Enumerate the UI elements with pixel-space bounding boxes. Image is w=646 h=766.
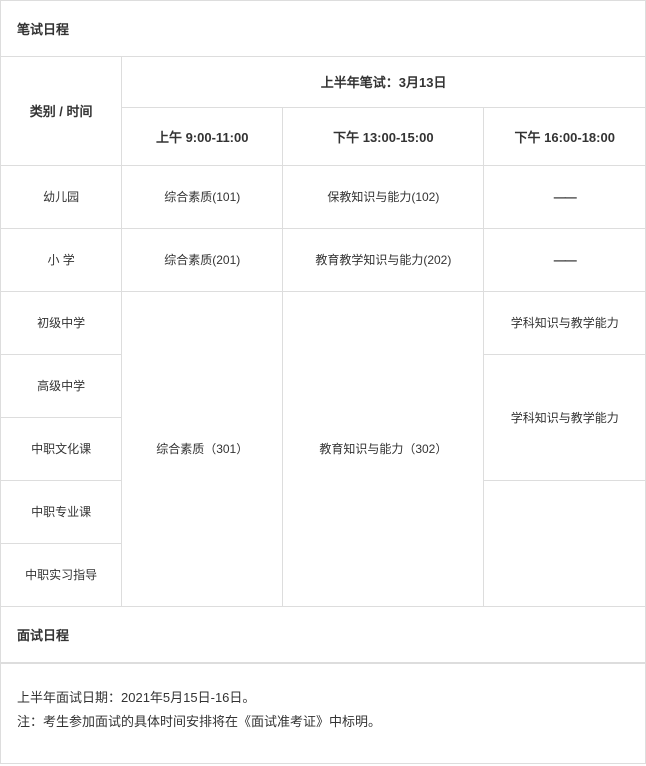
schedule-container: 笔试日程 类别 / 时间 上半年笔试：3月13日 上午 9:00-11:00 下… [0, 0, 646, 764]
label-voc-pro: 中职专业课 [1, 480, 122, 543]
row-primary: 小 学 综合素质(201) 教育教学知识与能力(202) —— [1, 228, 645, 291]
row-junior: 初级中学 综合素质（301） 教育知识与能力（302） 学科知识与教学能力 [1, 291, 645, 354]
interview-info: 上半年面试日期：2021年5月15日-16日。 注：考生参加面试的具体时间安排将… [1, 663, 645, 763]
cell-voc-empty [484, 480, 645, 606]
label-voc-intern: 中职实习指导 [1, 543, 122, 606]
category-time-header: 类别 / 时间 [1, 57, 122, 165]
cell-kg-c3: —— [484, 165, 645, 228]
time-morning: 上午 9:00-11:00 [122, 107, 283, 165]
interview-line1: 上半年面试日期：2021年5月15日-16日。 [17, 686, 629, 711]
cell-pr-c1: 综合素质(201) [122, 228, 283, 291]
cell-pr-c2: 教育教学知识与能力(202) [283, 228, 484, 291]
cell-merged-302: 教育知识与能力（302） [283, 291, 484, 606]
exam-date-header: 上半年笔试：3月13日 [122, 57, 645, 107]
cell-merged-301: 综合素质（301） [122, 291, 283, 606]
interview-header: 面试日程 [1, 607, 645, 663]
cell-merged-subject: 学科知识与教学能力 [484, 354, 645, 480]
label-senior: 高级中学 [1, 354, 122, 417]
time-afternoon1: 下午 13:00-15:00 [283, 107, 484, 165]
cell-kg-c1: 综合素质(101) [122, 165, 283, 228]
row-kindergarten: 幼儿园 综合素质(101) 保教知识与能力(102) —— [1, 165, 645, 228]
label-voc-culture: 中职文化课 [1, 417, 122, 480]
cell-pr-c3: —— [484, 228, 645, 291]
label-junior: 初级中学 [1, 291, 122, 354]
interview-line2: 注：考生参加面试的具体时间安排将在《面试准考证》中标明。 [17, 710, 629, 735]
written-exam-header: 笔试日程 [1, 1, 645, 57]
cell-jr-c3: 学科知识与教学能力 [484, 291, 645, 354]
cell-kg-c2: 保教知识与能力(102) [283, 165, 484, 228]
table-header-row: 类别 / 时间 上半年笔试：3月13日 [1, 57, 645, 107]
label-primary: 小 学 [1, 228, 122, 291]
label-kindergarten: 幼儿园 [1, 165, 122, 228]
written-exam-table: 类别 / 时间 上半年笔试：3月13日 上午 9:00-11:00 下午 13:… [1, 57, 645, 607]
time-afternoon2: 下午 16:00-18:00 [484, 107, 645, 165]
